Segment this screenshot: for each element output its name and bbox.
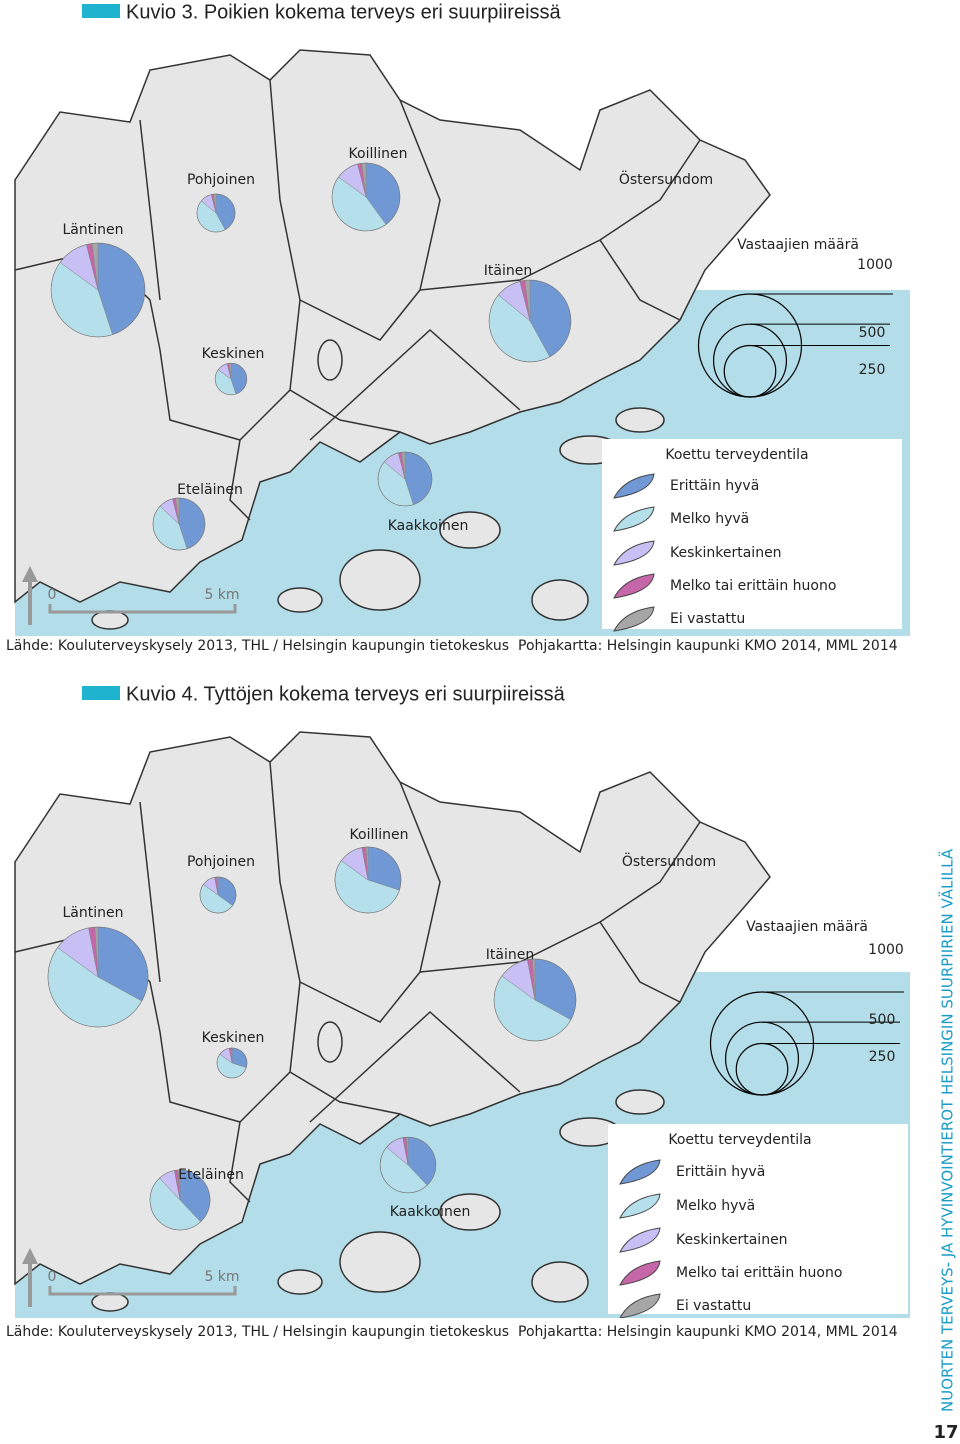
legend-label: Keskinkertainen [670, 545, 782, 561]
legend-label: Ei vastattu [670, 611, 745, 627]
size-legend-title: Vastaajien määrä [746, 919, 868, 935]
title-marker [82, 4, 120, 18]
legend-label: Erittäin hyvä [676, 1164, 765, 1180]
pie-size [47, 926, 149, 1028]
scale-label: 5 km [204, 1269, 239, 1285]
legend-box [608, 1124, 908, 1314]
legend-swatch [619, 1159, 661, 1185]
legend-title: Koettu terveydentila [668, 1132, 811, 1148]
figure-title: Kuvio 4. Tyttöjen kokema terveys eri suu… [126, 683, 566, 705]
district-label: Pohjoinen [187, 172, 255, 188]
pie-size [214, 362, 248, 396]
legend-swatch [619, 1260, 661, 1286]
basemap-credit: Pohjakartta: Helsingin kaupunki KMO 2014… [518, 638, 898, 654]
legend-box [602, 439, 902, 629]
source-bg [0, 1318, 910, 1338]
district-label: Koillinen [349, 146, 408, 162]
size-legend-label: 1000 [868, 942, 904, 958]
legend-label: Melko hyvä [676, 1198, 755, 1214]
legend-swatch [619, 1227, 661, 1253]
place-label: Östersundom [622, 852, 716, 870]
district-label: Läntinen [63, 905, 124, 921]
sidebar-text: NUORTEN TERVEYS- JA HYVINVOINTIEROT HELS… [938, 848, 957, 1412]
legend-label: Melko hyvä [670, 511, 749, 527]
north-arrow-head [22, 566, 38, 582]
legend-label: Keskinkertainen [676, 1232, 788, 1248]
size-legend-label: 1000 [857, 257, 893, 273]
legend-swatch [613, 540, 655, 566]
legend-title: Koettu terveydentila [665, 447, 808, 463]
scale-bar [48, 1286, 237, 1296]
pie-size [377, 451, 433, 507]
pie-size [331, 162, 401, 232]
figure: Kuvio 4. Tyttöjen kokema terveys eri suu… [0, 683, 911, 1340]
legend-swatch [613, 573, 655, 599]
figure: Kuvio 3. Poikien kokema terveys eri suur… [0, 1, 911, 656]
pie-size [152, 497, 206, 551]
district-label: Läntinen [63, 222, 124, 238]
district-label: Eteläinen [178, 1167, 244, 1183]
scale-label: 0 [48, 587, 57, 603]
north-arrow-head [22, 1248, 38, 1264]
pie-size [50, 242, 146, 338]
legend-swatch [613, 606, 655, 632]
district-label: Eteläinen [177, 482, 243, 498]
legend-swatch [619, 1193, 661, 1219]
pie-size [493, 958, 577, 1042]
legend-swatch [613, 473, 655, 499]
place-label: Östersundom [619, 170, 713, 188]
pie-size [196, 193, 236, 233]
legend-swatch [619, 1293, 661, 1319]
basemap-credit: Pohjakartta: Helsingin kaupunki KMO 2014… [518, 1324, 898, 1340]
page-number: 17 [933, 1422, 958, 1443]
pie-size [216, 1047, 248, 1079]
district-label: Itäinen [484, 263, 532, 279]
size-legend-label: 250 [859, 362, 886, 378]
district-label: Keskinen [202, 1030, 265, 1046]
legend-label: Melko tai erittäin huono [670, 578, 836, 594]
legend-swatch [613, 506, 655, 532]
district-label: Pohjoinen [187, 854, 255, 870]
size-legend-label: 500 [869, 1012, 896, 1028]
size-legend-label: 500 [859, 325, 886, 341]
figure-title: Kuvio 3. Poikien kokema terveys eri suur… [126, 1, 562, 23]
district-label: Kaakkoinen [388, 518, 469, 534]
legend-label: Melko tai erittäin huono [676, 1265, 842, 1281]
legend-label: Erittäin hyvä [670, 478, 759, 494]
pie-size [199, 876, 237, 914]
pie-size [379, 1136, 437, 1194]
title-marker [82, 686, 120, 700]
district-label: Koillinen [350, 827, 409, 843]
source: Lähde: Kouluterveyskysely 2013, THL / He… [6, 1324, 509, 1340]
district-label: Kaakkoinen [390, 1204, 471, 1220]
source-bg [0, 636, 910, 656]
legend-label: Ei vastattu [676, 1298, 751, 1314]
scale-label: 5 km [204, 587, 239, 603]
size-legend-title: Vastaajien määrä [737, 237, 859, 253]
pie-size [488, 279, 572, 363]
size-legend-label: 250 [869, 1049, 896, 1065]
pie-size [334, 846, 402, 914]
district-label: Keskinen [202, 346, 265, 362]
source: Lähde: Kouluterveyskysely 2013, THL / He… [6, 638, 509, 654]
district-label: Itäinen [486, 947, 534, 963]
scale-label: 0 [48, 1269, 57, 1285]
scale-bar [48, 604, 237, 614]
pie-size [149, 1169, 211, 1231]
